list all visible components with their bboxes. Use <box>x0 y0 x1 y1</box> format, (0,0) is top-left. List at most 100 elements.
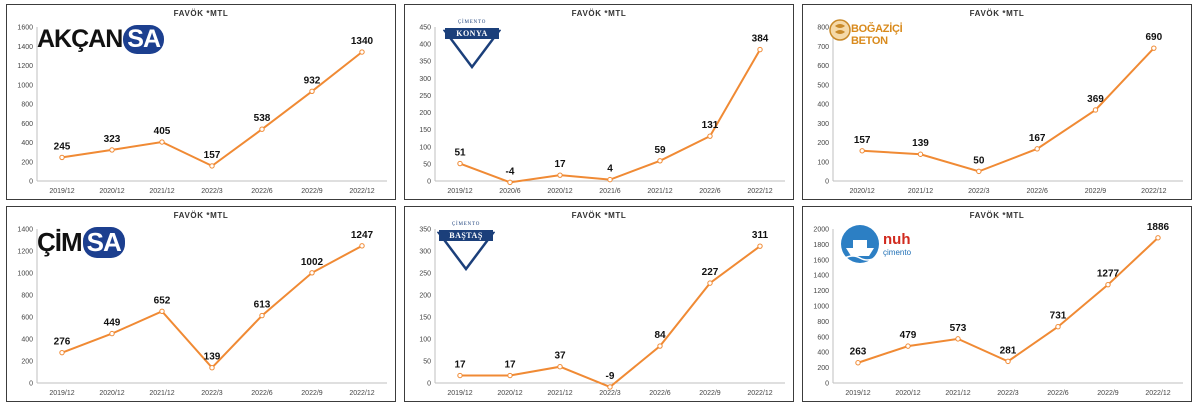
data-label: 613 <box>254 300 271 311</box>
data-label: 384 <box>752 34 769 45</box>
data-label: 1277 <box>1097 269 1120 280</box>
data-label: 59 <box>654 145 666 156</box>
data-label: 449 <box>104 318 121 329</box>
data-label: 479 <box>900 330 917 341</box>
bastas-logo-small-text: ÇİMENTO <box>451 222 481 227</box>
x-tick-label: 2020/6 <box>499 188 521 195</box>
data-point <box>1055 324 1061 330</box>
nuh-logo-text: nuh <box>883 231 911 248</box>
data-point <box>905 343 911 349</box>
data-label: 50 <box>973 155 985 166</box>
data-point <box>309 88 315 94</box>
bastas-logo: ÇİMENTO BAŞTAŞ <box>437 221 495 271</box>
chart-panel-konya: 0 50 100 150 200 250 300 350 400 450 2019/12 2020/6… <box>404 4 794 200</box>
data-point <box>707 133 713 139</box>
y-tick-label: 300 <box>419 249 431 256</box>
x-tick-label: 2022/9 <box>301 188 323 195</box>
x-tick-label: 2022/12 <box>349 390 374 397</box>
data-label: 276 <box>54 337 71 348</box>
y-tick-label: 400 <box>21 337 33 344</box>
data-label: 932 <box>304 75 321 86</box>
data-label: 245 <box>54 141 71 152</box>
data-label: 1886 <box>1147 222 1170 233</box>
data-point <box>757 243 763 249</box>
x-tick-label: 2021/6 <box>599 188 621 195</box>
data-point <box>1105 281 1111 288</box>
data-point <box>557 172 563 178</box>
y-tick-label: 1200 <box>17 63 33 70</box>
data-point <box>209 163 215 169</box>
data-point <box>59 154 65 161</box>
x-tick-label: 2019/12 <box>49 390 74 397</box>
data-point <box>1005 358 1011 365</box>
y-tick-label: 200 <box>419 293 431 300</box>
chart-svg-nuh: 0 200 400 600 800 1000 1200 1400 1600 1800 2000 201… <box>813 222 1183 397</box>
x-tick-label: 2022/12 <box>1145 390 1170 397</box>
data-point <box>309 270 315 276</box>
y-tick-label: 0 <box>29 381 33 388</box>
data-label: 311 <box>752 230 769 241</box>
data-label: 17 <box>504 360 516 371</box>
y-tick-label: 250 <box>419 271 431 278</box>
x-tick-label: 2021/12 <box>149 188 174 195</box>
x-tick-label: 2022/9 <box>699 390 721 397</box>
y-tick-label: 2000 <box>813 227 829 234</box>
nuh-ark-icon <box>841 225 879 263</box>
chart-panel-nuh: 0 200 400 600 800 1000 1200 1400 1600 1800 2000 201… <box>802 206 1192 402</box>
y-tick-label: 800 <box>817 25 829 32</box>
bogazici-emblem-icon <box>829 19 851 41</box>
bastas-logo-text: BAŞTAŞ <box>449 231 483 240</box>
akcansa-logo-text: AKÇAN <box>37 25 123 53</box>
x-tick-label: 2022/3 <box>201 188 223 195</box>
y-tick-label: 500 <box>817 82 829 89</box>
chart-panel-bastas: 0 50 100 150 200 250 300 350 2019/12 2020/12 2021/… <box>404 206 794 402</box>
chart-svg-cimsa: 0 200 400 600 800 1000 1200 1400 2019/12 2020/12 2… <box>17 227 387 397</box>
chart-title: FAVÖK *MTL <box>571 9 627 18</box>
x-tick-label: 2021/12 <box>547 390 572 397</box>
data-point <box>917 151 924 157</box>
cimsa-logo-badge: SA <box>82 227 125 258</box>
data-point <box>1155 235 1161 241</box>
x-tick-label: 2022/9 <box>301 390 323 397</box>
y-tick-label: 250 <box>419 93 431 100</box>
data-point <box>507 179 513 186</box>
y-tick-label: 0 <box>427 381 431 388</box>
data-point <box>457 160 463 167</box>
x-tick-label: 2020/12 <box>850 188 875 195</box>
y-tick-label: 200 <box>21 359 33 366</box>
y-tick-label: 200 <box>21 159 33 166</box>
x-tick-label: 2022/6 <box>649 390 671 397</box>
data-point <box>707 280 713 286</box>
y-tick-label: 1200 <box>813 288 829 295</box>
x-tick-label: 2022/3 <box>997 390 1019 397</box>
data-label: 17 <box>454 360 466 371</box>
y-tick-label: 400 <box>817 350 829 357</box>
x-tick-label: 2022/6 <box>699 188 721 195</box>
konya-logo-text: KONYA <box>456 29 488 38</box>
y-tick-label: 0 <box>825 179 829 186</box>
y-tick-label: 0 <box>825 381 829 388</box>
akcansa-logo-badge: SA <box>123 25 165 54</box>
data-label: 51 <box>454 148 466 159</box>
data-label: 652 <box>154 295 171 306</box>
data-point <box>159 139 165 145</box>
chart-panel-cimsa: 0 200 400 600 800 1000 1200 1400 2019/12 2020/12 2… <box>6 206 396 402</box>
data-label: -4 <box>506 166 515 177</box>
data-point <box>657 158 663 164</box>
y-tick-label: 1000 <box>17 271 33 278</box>
y-tick-label: 700 <box>817 44 829 51</box>
data-point <box>859 148 865 154</box>
cimsa-logo: ÇİM SA <box>37 227 125 258</box>
data-point <box>159 308 165 314</box>
y-tick-label: 800 <box>817 319 829 326</box>
konya-logo: ÇİMENTO KONYA <box>443 19 501 69</box>
y-tick-label: 100 <box>419 337 431 344</box>
data-point <box>209 365 215 371</box>
x-tick-label: 2021/12 <box>945 390 970 397</box>
y-tick-label: 50 <box>423 161 431 168</box>
bogazici-logo: BOĞAZİÇİ BETON <box>829 17 919 47</box>
x-tick-label: 2019/12 <box>447 188 472 195</box>
data-point <box>457 372 463 379</box>
y-tick-label: 600 <box>817 63 829 70</box>
y-tick-label: 200 <box>817 365 829 372</box>
